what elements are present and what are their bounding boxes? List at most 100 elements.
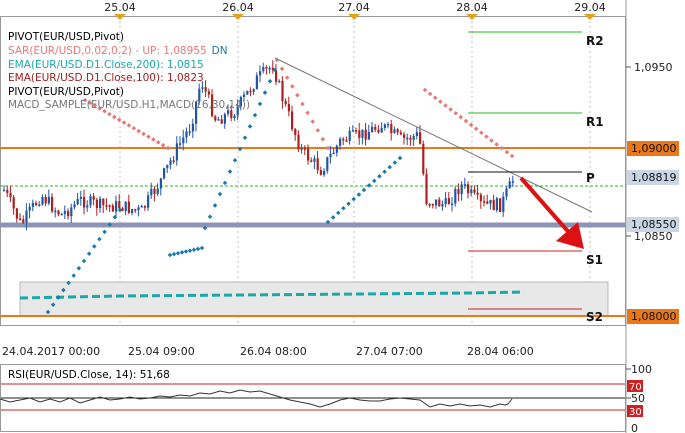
candle-body [76,198,79,205]
candle-body [79,196,82,199]
sar-dot [131,125,137,131]
candle-body [451,203,454,206]
legend-line: EMA(EUR/USD.D1.Close,100): 1,0823 [8,72,204,84]
candle-body [99,198,102,209]
trend-arrow-icon [519,176,584,249]
sar-dot [112,215,118,220]
sar-dot [107,111,112,117]
date-marker-icon [114,14,126,20]
candle-body [367,132,370,140]
candle-body [73,204,76,208]
candle-body [41,197,44,205]
legend-line: PIVOT(EUR/USD,Pivot) [8,31,124,43]
candle-body [25,210,28,223]
candle-body [492,199,495,211]
candle-body [259,71,262,76]
candle-body [393,129,396,134]
pivot-label: R2 [586,34,604,48]
candle-body [31,202,34,207]
candle-body [153,188,156,194]
sar-dot [107,222,112,227]
rsi-title: RSI(EUR/USD.Close, 14): 51,68 [8,369,170,381]
price-tag-resistance [627,141,679,156]
candle-body [150,188,153,196]
candle-body [47,196,50,204]
candle-body [323,170,326,175]
sar-dot [463,118,469,124]
price-tag-text: 1,08000 [631,310,677,323]
candle-body [175,143,178,161]
price-tag-text: 1,08550 [631,218,677,231]
date-label: 28.04 [456,1,488,14]
candle-body [28,206,31,211]
candle-body [15,208,18,219]
sar-dot [82,97,88,103]
candle-body [70,207,73,217]
candle-body [387,124,390,126]
candle-body [188,131,191,133]
day-separators [119,16,591,326]
candle-body [57,210,60,215]
sar-dot [489,138,494,143]
date-marker-icon [466,14,478,20]
candle-body [300,148,303,150]
date-marker-icon [232,14,244,20]
price-tag-current [627,170,679,185]
candle-body [371,126,374,133]
price-tag-support [627,217,679,232]
candle-body [95,199,98,209]
date-marker-icon [584,14,596,20]
candle-body [348,130,351,141]
candle-body [265,67,268,69]
candle-body [473,189,476,193]
candle-body [134,209,137,211]
rsi-tick: 70 [629,382,642,393]
candle-body [489,199,492,204]
candle-body [204,87,207,92]
candle-body [211,94,214,117]
candle-body [252,89,255,92]
rsi-tick: 0 [631,422,638,433]
candle-body [409,137,412,140]
candle-body [486,201,489,204]
candle-body [415,132,418,137]
sar-dot [382,169,387,174]
candle-body [329,153,332,158]
candle-body [291,111,294,130]
date-label: 26.04 [222,1,254,14]
price-tag-text: 1,08819 [631,171,677,184]
candle-body [246,90,249,95]
candle-body [364,129,367,140]
candle-body [278,80,281,83]
sar-dot [346,201,351,206]
candle-body [316,158,319,171]
sar-dot [102,229,107,235]
price-tag-text: 1,09000 [631,142,677,155]
candle-body [483,201,486,203]
candle-body [86,205,89,208]
candle-body [355,130,358,132]
legend-line: MACD_SAMPLE(EUR/USD.H1,MACD(16,30,14)) [8,99,250,111]
candle-body [121,208,124,212]
candle-body [435,199,438,206]
candle-body [444,198,447,205]
candle-body [399,132,402,135]
trendline[interactable] [274,57,593,213]
date-label: 25.04 [104,1,136,14]
pivot-levels: R2 R1 P S1 S2 [468,31,604,324]
candle-body [268,67,271,70]
price-axis: 1,0950 1,0850 1,09000 1,08819 1,08550 1,… [626,61,679,324]
candle-body [447,198,450,205]
candle-body [313,158,316,162]
candle-body [403,134,406,138]
candle-body [361,129,364,138]
candle-body [214,116,217,121]
price-panel[interactable] [0,16,626,326]
candle-body [271,67,274,71]
candle-body [185,131,188,138]
candle-body [287,104,290,112]
candle-body [310,160,313,162]
candle-body [60,213,63,216]
candle-body [35,202,38,205]
